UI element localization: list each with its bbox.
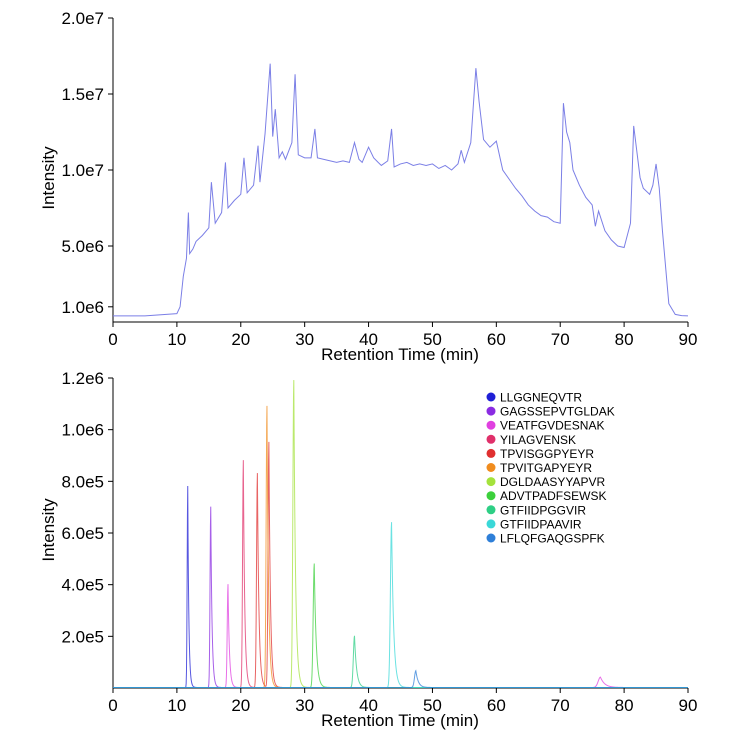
- xic-x-tick-label: 90: [679, 696, 698, 715]
- xic-y-tick-label: 2.0e5: [61, 627, 104, 646]
- tic-x-tick-label: 30: [295, 330, 314, 349]
- xic-y-ticks: 2.0e5 4.0e5 6.0e5 8.0e5 1.0e6 1.2e6: [61, 369, 113, 646]
- tic-series-line-0: [113, 64, 688, 316]
- tic-x-tick-label: 20: [231, 330, 250, 349]
- legend-marker: [487, 491, 496, 500]
- legend-marker: [487, 421, 496, 430]
- xic-x-axis-label: Retention Time (min): [321, 711, 479, 730]
- legend-marker: [487, 463, 496, 472]
- xic-series-line-5: [113, 406, 688, 688]
- xic-x-tick-label: 50: [423, 696, 442, 715]
- legend-marker: [487, 477, 496, 486]
- xic-y-tick-label: 8.0e5: [61, 472, 104, 491]
- xic-x-tick-label: 30: [295, 696, 314, 715]
- xic-x-tick-label: 70: [551, 696, 570, 715]
- tic-y-tick-label: 1.0e7: [61, 161, 104, 180]
- tic-y-tick-label: 5.0e6: [61, 237, 104, 256]
- xic-y-tick-label: 4.0e5: [61, 576, 104, 595]
- legend-marker: [487, 449, 496, 458]
- xic-x-tick-label: 40: [359, 696, 378, 715]
- legend-label: VEATFGVDESNAK: [500, 419, 604, 433]
- legend-label: LFLQFGAQGSPFK: [500, 532, 605, 546]
- legend-label: ADVTPADFSEWSK: [500, 489, 606, 503]
- tic-x-tick-label: 40: [359, 330, 378, 349]
- xic-y-tick-label: 1.2e6: [61, 369, 104, 388]
- legend-label: GAGSSEPVTGLDAK: [500, 405, 615, 419]
- tic-x-tick-label: 10: [167, 330, 186, 349]
- legend-label: GTFIIDPAAVIR: [500, 517, 582, 531]
- legend-marker: [487, 519, 496, 528]
- xic-series-line-9: [113, 522, 688, 687]
- legend-marker: [487, 393, 496, 402]
- tic-y-tick-label: 1.5e7: [61, 85, 104, 104]
- tic-x-tick-label: 80: [615, 330, 634, 349]
- tic-y-tick-label: 2.0e7: [61, 9, 104, 28]
- xic-y-tick-label: 6.0e5: [61, 524, 104, 543]
- xic-chart: Intensity Retention Time (min) 0 10 20 30 40…: [39, 369, 697, 730]
- xic-series-line-0: [113, 486, 688, 687]
- legend-marker: [487, 407, 496, 416]
- xic-x-tick-label: 0: [108, 696, 117, 715]
- xic-x-tick-label: 60: [487, 696, 506, 715]
- legend-marker: [487, 435, 496, 444]
- xic-series-line-2: [113, 584, 688, 687]
- tic-x-tick-label: 50: [423, 330, 442, 349]
- tic-x-tick-label: 90: [679, 330, 698, 349]
- legend-label: GTFIIDPGGVIR: [500, 503, 586, 517]
- legend-label: TPVISGGPYEYR: [500, 447, 594, 461]
- tic-x-tick-label: 70: [551, 330, 570, 349]
- tic-x-tick-label: 60: [487, 330, 506, 349]
- xic-x-tick-label: 80: [615, 696, 634, 715]
- legend-marker: [487, 505, 496, 514]
- xic-x-tick-label: 10: [167, 696, 186, 715]
- tic-x-axis-label: Retention Time (min): [321, 345, 479, 364]
- xic-x-tick-label: 20: [231, 696, 250, 715]
- xic-y-tick-label: 1.0e6: [61, 421, 104, 440]
- legend-marker: [487, 534, 496, 543]
- xic-y-axis-label: Intensity: [39, 498, 58, 562]
- tic-y-tick-label: 1.0e6: [61, 298, 104, 317]
- tic-y-ticks: 1.0e6 5.0e6 1.0e7 1.5e7 2.0e7: [61, 9, 113, 317]
- legend-label: DGLDAASYYAPVR: [500, 475, 605, 489]
- tic-chart: Intensity Retention Time (min) 0 10 20 30 40…: [39, 9, 697, 364]
- legend-label: YILAGVENSK: [500, 433, 576, 447]
- tic-series: [113, 64, 688, 316]
- legend: LLGGNEQVTRGAGSSEPVTGLDAKVEATFGVDESNAKYIL…: [487, 391, 615, 546]
- tic-x-tick-label: 0: [108, 330, 117, 349]
- xic-series-line-7: [113, 563, 688, 687]
- legend-label: TPVITGAPYEYR: [500, 461, 592, 475]
- legend-label: LLGGNEQVTR: [500, 391, 582, 405]
- tic-y-axis-label: Intensity: [39, 146, 58, 210]
